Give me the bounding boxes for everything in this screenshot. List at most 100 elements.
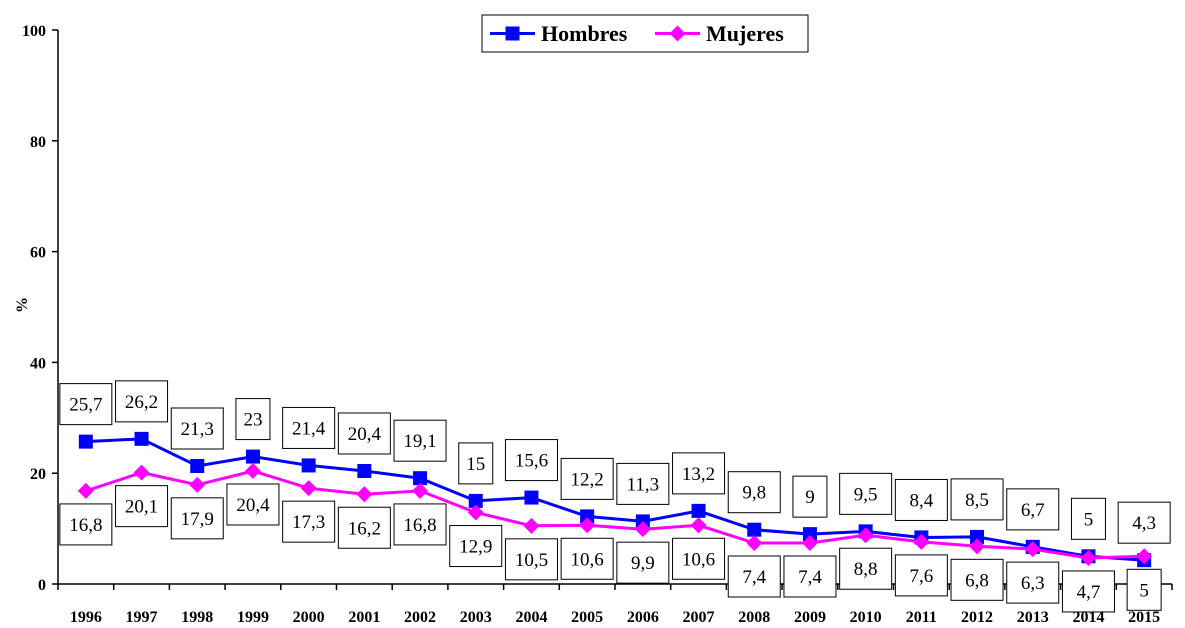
x-tick-label: 2006 bbox=[627, 609, 659, 626]
data-label-hombres: 11,3 bbox=[616, 462, 670, 505]
data-label-text: 5 bbox=[1139, 580, 1149, 601]
data-label-hombres: 13,2 bbox=[672, 452, 726, 495]
x-tick-label: 2015 bbox=[1128, 609, 1160, 626]
data-label-hombres: 15 bbox=[458, 442, 494, 485]
series-lines bbox=[77, 431, 1153, 568]
data-point-hombres bbox=[134, 431, 149, 446]
data-label-box bbox=[839, 547, 893, 590]
x-tick-label: 2010 bbox=[850, 609, 882, 626]
data-label-mujeres: 16,8 bbox=[393, 503, 447, 546]
data-point-mujeres bbox=[746, 535, 763, 552]
x-tick-label: 2007 bbox=[683, 609, 715, 626]
data-label-mujeres: 16,2 bbox=[337, 506, 391, 549]
data-label-box bbox=[170, 497, 224, 540]
legend-marker-mujeres bbox=[669, 25, 686, 42]
data-point-mujeres bbox=[189, 476, 206, 493]
data-label-text: 10,6 bbox=[571, 549, 604, 570]
data-label-text: 11,3 bbox=[627, 474, 660, 495]
data-label-box bbox=[504, 439, 558, 482]
data-label-text: 6,3 bbox=[1021, 573, 1045, 594]
x-tick-label: 1997 bbox=[126, 609, 158, 626]
data-label-box bbox=[282, 406, 336, 449]
data-label-mujeres: 7,6 bbox=[894, 554, 948, 597]
data-label-text: 26,2 bbox=[125, 392, 158, 413]
legend-marker-hombres bbox=[505, 26, 520, 41]
data-label-text: 15 bbox=[466, 454, 485, 475]
data-label-text: 20,4 bbox=[348, 424, 382, 445]
legend: Hombres Mujeres bbox=[481, 14, 809, 53]
data-point-hombres bbox=[190, 458, 205, 473]
data-point-hombres bbox=[691, 503, 706, 518]
data-label-text: 13,2 bbox=[682, 464, 715, 485]
data-label-hombres: 21,4 bbox=[282, 406, 336, 449]
x-tick-label: 2003 bbox=[460, 609, 492, 626]
data-point-hombres bbox=[802, 527, 817, 542]
data-label-hombres: 12,2 bbox=[560, 457, 614, 500]
data-point-mujeres bbox=[634, 521, 651, 538]
data-label-box bbox=[560, 457, 614, 500]
x-tick-label: 2014 bbox=[1072, 609, 1104, 626]
data-label-box bbox=[792, 475, 828, 518]
data-label-mujeres: 17,9 bbox=[170, 497, 224, 540]
data-label-text: 10,6 bbox=[682, 549, 715, 570]
data-label-hombres: 25,7 bbox=[59, 383, 113, 426]
data-label-mujeres: 5 bbox=[1126, 568, 1162, 611]
data-label-box bbox=[1061, 570, 1115, 613]
data-point-hombres bbox=[245, 449, 260, 464]
data-label-text: 7,6 bbox=[909, 566, 933, 587]
data-label-box bbox=[115, 380, 169, 423]
data-label-box bbox=[560, 537, 614, 580]
x-tick-label: 2013 bbox=[1017, 609, 1049, 626]
data-label-box bbox=[783, 555, 837, 598]
data-label-mujeres: 6,8 bbox=[950, 558, 1004, 601]
data-label-box bbox=[1126, 568, 1162, 611]
data-label-mujeres: 8,8 bbox=[839, 547, 893, 590]
data-label-text: 17,9 bbox=[181, 509, 214, 530]
data-label-text: 9,9 bbox=[631, 553, 655, 574]
data-label-box bbox=[894, 554, 948, 597]
data-label-text: 8,8 bbox=[854, 559, 878, 580]
data-label-hombres: 20,4 bbox=[337, 412, 391, 455]
x-tick-label: 2002 bbox=[404, 609, 436, 626]
data-label-text: 9,8 bbox=[742, 483, 766, 504]
data-label-hombres: 9,8 bbox=[727, 471, 781, 514]
data-label-text: 8,4 bbox=[909, 490, 933, 511]
data-point-mujeres bbox=[412, 482, 429, 499]
x-tick-label: 2011 bbox=[906, 609, 937, 626]
data-label-text: 20,4 bbox=[236, 495, 270, 516]
data-label-hombres: 9,5 bbox=[839, 472, 893, 515]
data-point-hombres bbox=[747, 522, 762, 537]
data-label-hombres: 15,6 bbox=[504, 439, 558, 482]
data-point-mujeres bbox=[969, 538, 986, 555]
data-point-mujeres bbox=[801, 535, 818, 552]
data-label-box bbox=[393, 503, 447, 546]
data-point-hombres bbox=[413, 471, 428, 486]
data-label-mujeres: 4,7 bbox=[1061, 570, 1115, 613]
data-point-mujeres bbox=[523, 517, 540, 534]
data-label-box bbox=[950, 558, 1004, 601]
data-label-box bbox=[504, 538, 558, 581]
data-label-box bbox=[235, 398, 271, 441]
data-label-box bbox=[950, 478, 1004, 521]
data-label-text: 10,5 bbox=[515, 550, 548, 571]
y-tick-label: 20 bbox=[30, 466, 46, 483]
data-label-text: 8,5 bbox=[965, 490, 989, 511]
data-point-mujeres bbox=[300, 480, 317, 497]
x-tick-label: 2000 bbox=[293, 609, 325, 626]
data-label-box bbox=[1117, 501, 1171, 544]
data-label-box bbox=[337, 506, 391, 549]
data-label-text: 15,6 bbox=[515, 451, 548, 472]
data-label-text: 4,7 bbox=[1077, 582, 1101, 603]
data-point-hombres bbox=[468, 493, 483, 508]
data-point-mujeres bbox=[356, 486, 373, 503]
series-line-hombres bbox=[85, 437, 1145, 562]
data-label-text: 23 bbox=[243, 410, 262, 431]
data-point-hombres bbox=[524, 490, 539, 505]
data-label-hombres: 4,3 bbox=[1117, 501, 1171, 544]
data-label-text: 12,2 bbox=[571, 469, 604, 490]
data-point-mujeres bbox=[1136, 548, 1153, 565]
data-label-text: 25,7 bbox=[69, 395, 102, 416]
data-label-text: 17,3 bbox=[292, 512, 325, 533]
data-point-mujeres bbox=[579, 517, 596, 534]
